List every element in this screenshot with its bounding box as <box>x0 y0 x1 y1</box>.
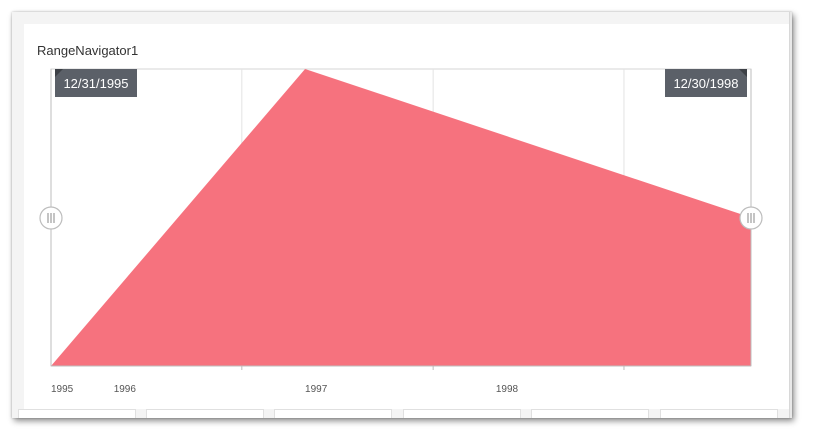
end-date-tooltip: 12/30/1998 <box>665 69 747 97</box>
bottom-panel-6 <box>660 409 778 418</box>
right-scroll-strip <box>789 12 792 418</box>
bottom-panel-4 <box>403 409 521 418</box>
bottom-panel-5 <box>531 409 649 418</box>
x-tick-label: 1996 <box>114 384 137 395</box>
x-tick-label: 1995 <box>51 384 74 395</box>
x-tick-labels: 1995 1996 1997 1998 <box>51 384 519 395</box>
panel-title: RangeNavigator1 <box>37 43 139 58</box>
bottom-panel-2 <box>146 409 264 418</box>
start-date-tooltip: 12/31/1995 <box>55 69 137 97</box>
left-thumb[interactable] <box>39 69 63 366</box>
bottom-panels-row <box>18 409 788 418</box>
start-date-label: 12/31/1995 <box>63 76 128 91</box>
area-series <box>51 69 751 366</box>
bottom-panel-1 <box>18 409 136 418</box>
right-thumb[interactable] <box>739 69 763 366</box>
x-tick-label: 1997 <box>305 384 328 395</box>
bottom-panel-3 <box>274 409 392 418</box>
range-navigator-chart[interactable]: 1995 1996 1997 1998 12/31/199 <box>24 24 789 409</box>
x-tick-label: 1998 <box>496 384 519 395</box>
window: RangeNavigator1 1995 1996 1997 1998 <box>12 12 792 418</box>
end-date-label: 12/30/1998 <box>673 76 738 91</box>
range-navigator-panel: RangeNavigator1 1995 1996 1997 1998 <box>24 24 789 409</box>
